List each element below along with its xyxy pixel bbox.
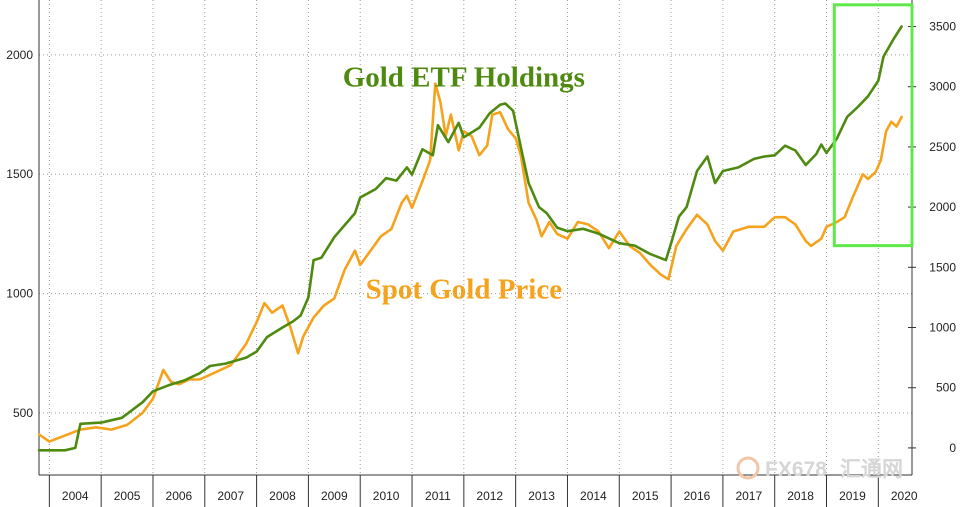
left-tick-label: 1000: [6, 287, 33, 301]
x-tick-label: 2005: [114, 489, 141, 503]
right-tick-label: 3000: [929, 80, 956, 94]
series-labels: Gold ETF Holdings Spot Gold Price: [343, 62, 585, 306]
spot-gold-price-line: [37, 82, 903, 443]
watermark-text: FX678: [765, 458, 827, 481]
x-tick-label: 2015: [632, 489, 659, 503]
x-tick-label: 2010: [373, 489, 400, 503]
left-tick-label: 500: [13, 406, 33, 420]
x-axis-ticks: 2004 2005 2006 2007 2008 2009 2010 2011 2012 2013…: [48, 475, 918, 507]
right-tick-label: 1500: [929, 260, 956, 274]
x-tick-label: 2020: [891, 489, 918, 503]
gold-etf-holdings-line: [37, 25, 903, 452]
series-lines: [37, 25, 903, 452]
right-tick-label: 2000: [929, 200, 956, 214]
right-tick-label: 1000: [929, 321, 956, 335]
series-label: Spot Gold Price: [366, 273, 563, 305]
x-tick-label: 2016: [684, 489, 711, 503]
x-tick-label: 2018: [787, 489, 814, 503]
right-tick-label: 3500: [929, 19, 956, 33]
left-tick-label: 2000: [6, 48, 33, 62]
watermark-logo-icon: [736, 456, 760, 480]
series-label: Gold ETF Holdings: [343, 62, 585, 94]
highlight-rect: [832, 3, 914, 248]
x-tick-label: 2006: [166, 489, 193, 503]
watermark-cn-text: 汇通网: [840, 458, 903, 481]
x-tick-label: 2007: [217, 489, 244, 503]
x-tick-label: 2011: [425, 489, 451, 503]
x-tick-label: 2014: [580, 489, 607, 503]
highlight-box: [832, 3, 914, 248]
right-tick-label: 500: [936, 381, 956, 395]
watermark: FX678 汇通网: [736, 456, 903, 481]
grid-lines: [39, 0, 912, 475]
left-tick-label: 1500: [6, 167, 33, 181]
right-tick-label: 2500: [929, 140, 956, 154]
x-tick-label: 2013: [528, 489, 555, 503]
right-axis-ticks: 0 500 1000 1500 2000 2500 3000 3500: [908, 19, 956, 455]
x-tick-label: 2004: [62, 489, 89, 503]
right-tick-label: 0: [949, 441, 956, 455]
x-tick-label: 2017: [735, 489, 762, 503]
left-axis-ticks: 500 1000 1500 2000: [6, 48, 33, 420]
x-tick-label: 2008: [269, 489, 296, 503]
x-tick-label: 2009: [321, 489, 348, 503]
x-tick-label: 2012: [476, 489, 503, 503]
x-tick-label: 2019: [839, 489, 866, 503]
